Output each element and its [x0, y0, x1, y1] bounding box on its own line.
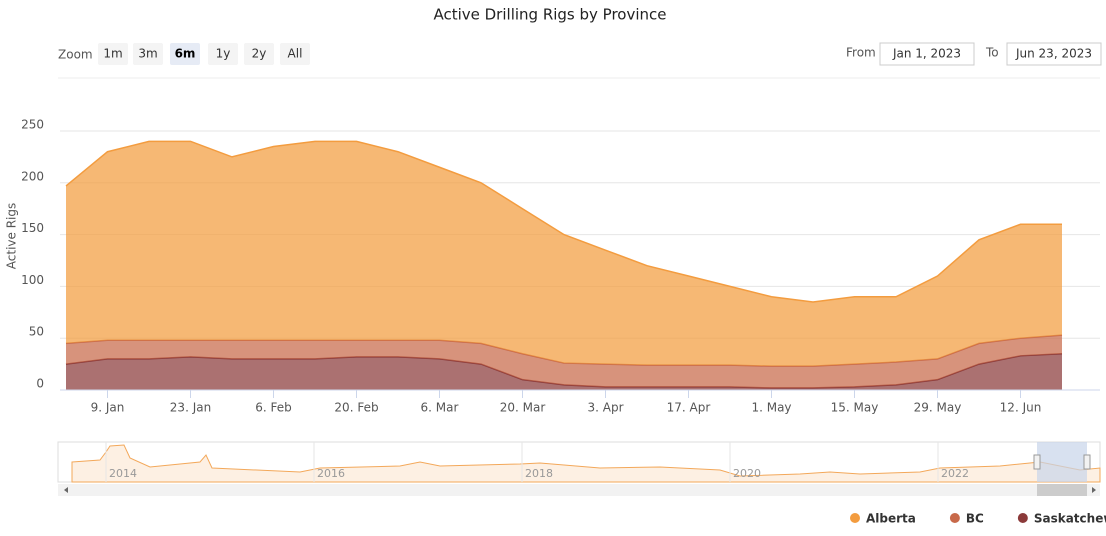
- x-tick-label: 23. Jan: [170, 401, 211, 415]
- to-value[interactable]: Jun 23, 2023: [1015, 47, 1092, 61]
- legend-marker[interactable]: [949, 513, 960, 523]
- y-tick-label: 0: [36, 377, 44, 391]
- x-tick-label: 20. Feb: [334, 401, 378, 415]
- y-tick-label: 150: [21, 221, 44, 235]
- navigator-label: 2022: [941, 467, 969, 480]
- x-tick-label: 17. Apr: [667, 401, 711, 415]
- x-tick-label: 20. Mar: [500, 401, 546, 415]
- zoom-button[interactable]: [98, 43, 128, 65]
- zoom-button[interactable]: [208, 43, 238, 65]
- zoom-button-label[interactable]: 6m: [175, 47, 196, 61]
- navigator-label: 2014: [109, 467, 137, 480]
- from-input[interactable]: [879, 42, 975, 66]
- legend-label[interactable]: BC: [966, 512, 984, 526]
- zoom-button[interactable]: [170, 43, 200, 65]
- zoom-button-label[interactable]: All: [288, 47, 303, 61]
- legend-marker[interactable]: [850, 513, 860, 523]
- area-line: [65, 140, 1062, 303]
- chart-title: Active Drilling Rigs by Province: [433, 6, 666, 24]
- x-tick-label: 3. Apr: [587, 401, 623, 415]
- legend-marker[interactable]: [1017, 513, 1028, 523]
- zoom-button-label[interactable]: 3m: [138, 47, 157, 61]
- x-tick-label: 15. May: [831, 401, 879, 415]
- from-label: From: [846, 46, 876, 60]
- zoom-button[interactable]: [133, 43, 163, 65]
- y-axis-label: Active Rigs: [5, 203, 19, 269]
- scrollbar-thumb[interactable]: [1037, 484, 1087, 496]
- zoom-button-label[interactable]: 1m: [103, 47, 122, 61]
- zoom-button-label[interactable]: 1y: [216, 47, 231, 61]
- legend-label[interactable]: Alberta: [866, 512, 916, 526]
- x-tick-label: 1. May: [751, 401, 791, 415]
- to-input[interactable]: [1006, 42, 1102, 66]
- y-tick-label: 50: [29, 325, 44, 339]
- x-tick-label: 12. Jun: [1000, 401, 1042, 415]
- zoom-button[interactable]: [244, 43, 274, 65]
- legend-label[interactable]: Saskatchewan: [1034, 512, 1106, 526]
- y-tick-label: 200: [21, 169, 44, 183]
- navigator-label: 2016: [317, 467, 345, 480]
- to-label: To: [985, 46, 999, 60]
- zoom-button-label[interactable]: 2y: [252, 47, 267, 61]
- x-tick-label: 29. May: [914, 401, 962, 415]
- y-tick-label: 250: [21, 118, 44, 132]
- scrollbar[interactable]: [58, 484, 1100, 496]
- x-tick-label: 6. Feb: [255, 401, 292, 415]
- y-tick-label: 100: [21, 273, 44, 287]
- navigator-label: 2020: [733, 467, 761, 480]
- navigator-handle[interactable]: [1033, 454, 1041, 470]
- navigator-label: 2018: [525, 467, 553, 480]
- area: [66, 141, 1062, 367]
- zoom-button[interactable]: [280, 43, 310, 65]
- navigator-selection[interactable]: [1037, 442, 1087, 482]
- area: [66, 353, 1062, 390]
- navigator-handle[interactable]: [1083, 454, 1091, 470]
- from-value[interactable]: Jan 1, 2023: [892, 47, 961, 61]
- area: [66, 335, 1062, 388]
- x-tick-label: 9. Jan: [91, 401, 125, 415]
- x-tick-label: 6. Mar: [421, 401, 459, 415]
- navigator-series: [71, 444, 1101, 483]
- zoom-label: Zoom: [58, 48, 93, 62]
